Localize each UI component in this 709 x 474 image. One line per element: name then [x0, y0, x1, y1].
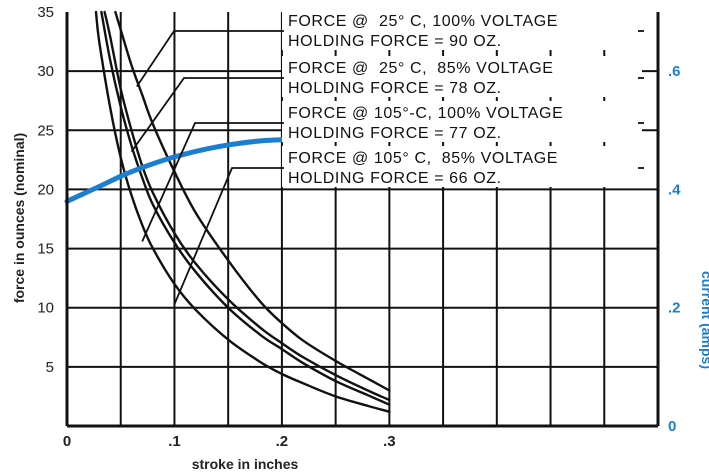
force-curve-2	[103, 10, 391, 402]
x-tick-label: 0	[63, 433, 71, 450]
tick-labels: 0 .1 .2 .3 5 10 15 20 25 30 35 0 .2 .4 .6	[37, 4, 681, 450]
force-curves	[94, 10, 391, 413]
legend-label-bg	[282, 56, 642, 97]
legend-label-line: HOLDING FORCE = 90 OZ.	[288, 33, 502, 50]
y2-tick-label: .4	[668, 181, 681, 198]
legend-label-line: FORCE @ 105°-C, 100% VOLTAGE	[288, 105, 563, 122]
x-tick-label: .2	[276, 433, 289, 450]
y2-axis-label: current (amps)	[699, 271, 709, 369]
legend-label-bg	[282, 146, 642, 187]
y-axis-label: force in ounces (nominal)	[11, 133, 27, 303]
x-tick-label: .1	[168, 433, 181, 450]
force-curve-4	[94, 10, 391, 413]
y-tick-label: 30	[37, 63, 54, 80]
legend-label-line: HOLDING FORCE = 66 OZ.	[288, 170, 502, 187]
legend-label-bg	[282, 9, 642, 50]
legend-leader-line	[130, 77, 284, 153]
y-tick-label: 5	[46, 359, 54, 376]
legend-label-bg	[282, 101, 642, 142]
legend-label-line: FORCE @ 25° C, 100% VOLTAGE	[288, 13, 558, 30]
y-tick-label: 10	[37, 300, 54, 317]
y-tick-label: 25	[37, 122, 54, 139]
y-tick-label: 35	[37, 4, 54, 21]
axes	[65, 12, 660, 428]
force-curve-1	[114, 10, 391, 392]
legend-label-line: HOLDING FORCE = 78 OZ.	[288, 80, 502, 97]
y2-tick-label: .2	[668, 300, 681, 317]
x-tick-label: .3	[383, 433, 396, 450]
y2-tick-label: .6	[668, 63, 681, 80]
x-axis-label: stroke in inches	[192, 456, 299, 472]
legend-callouts: FORCE @ 25° C, 100% VOLTAGE HOLDING FORCE…	[130, 9, 644, 305]
y2-tick-label: 0	[668, 418, 676, 435]
force-curve-3	[100, 10, 391, 406]
y-tick-label: 15	[37, 241, 54, 258]
legend-label-line: FORCE @ 25° C, 85% VOLTAGE	[288, 60, 554, 77]
legend-label-line: HOLDING FORCE = 77 OZ.	[288, 125, 502, 142]
legend-leader-line	[173, 167, 284, 305]
y-tick-label: 20	[37, 181, 54, 198]
legend-label-line: FORCE @ 105° C, 85% VOLTAGE	[288, 150, 558, 167]
legend-leader-line	[141, 122, 284, 242]
legend-leader-line	[136, 30, 284, 88]
